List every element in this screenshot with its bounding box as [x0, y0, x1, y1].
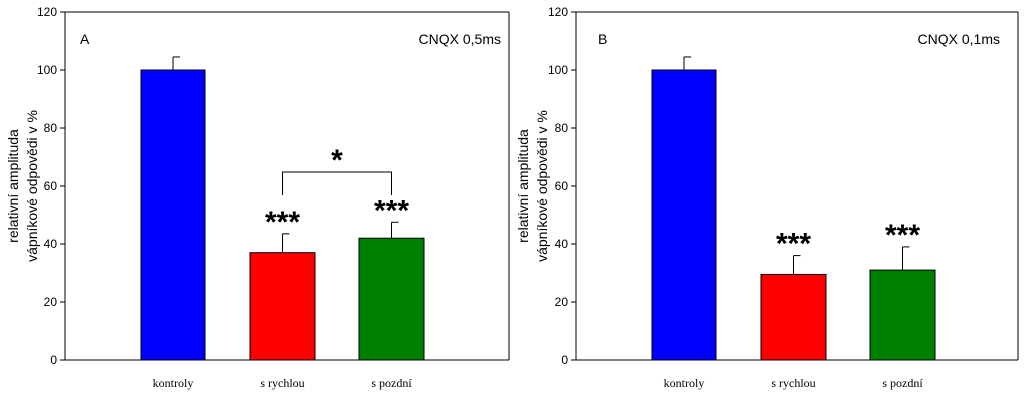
panel-letter: B — [598, 31, 607, 47]
y-axis-label: relativní amplituda — [5, 129, 21, 243]
panel-letter: A — [80, 31, 90, 47]
y-tick-label: 40 — [555, 237, 569, 251]
y-tick-label: 80 — [44, 121, 58, 135]
y-tick-label: 80 — [555, 121, 569, 135]
y-tick-label: 100 — [37, 63, 57, 77]
bar-kontroly — [651, 69, 717, 361]
y-axis-label: relativní amplituda — [515, 129, 531, 243]
y-tick-label: 60 — [44, 179, 58, 193]
category-label: kontroly — [153, 376, 194, 390]
bar-s-rychlou — [760, 273, 827, 361]
category-label: s pozdní — [371, 376, 412, 390]
condition-annotation: CNQX 0,5ms — [419, 31, 501, 47]
bar-s-pozdní — [358, 237, 425, 361]
y-tick-label: 20 — [44, 295, 58, 309]
significance-marker: *** — [374, 194, 409, 227]
y-tick-label: 0 — [561, 353, 568, 367]
category-label: s pozdní — [882, 376, 923, 390]
chart-panel-b: 0 20 40 60 80 100 120 relativní amplituda vápník… — [515, 5, 1019, 390]
y-tick-label: 20 — [555, 295, 569, 309]
comparison-bracket — [282, 171, 392, 195]
bar-s-pozdní — [869, 269, 936, 361]
category-label: s rychlou — [771, 376, 815, 390]
y-axis-label: vápníkové odpovědi v % — [24, 110, 40, 262]
bar-s-rychlou — [249, 252, 316, 361]
y-tick-label: 40 — [44, 237, 58, 251]
category-label: s rychlou — [260, 376, 304, 390]
bracket-significance-marker: * — [331, 144, 343, 177]
bar-kontroly — [140, 69, 206, 361]
significance-marker: *** — [776, 228, 811, 261]
y-tick-label: 120 — [548, 5, 568, 19]
significance-marker: *** — [885, 219, 920, 252]
y-tick-label: 100 — [548, 63, 568, 77]
y-axis-label: vápníkové odpovědi v % — [534, 110, 550, 262]
chart-panel-a: 0 20 40 60 80 100 120 relativní amplituda vápník… — [5, 5, 510, 390]
condition-annotation: CNQX 0,1ms — [918, 31, 1000, 47]
category-label: kontroly — [664, 376, 705, 390]
significance-marker: *** — [265, 206, 300, 239]
y-tick-label: 60 — [555, 179, 569, 193]
y-tick-label: 0 — [50, 353, 57, 367]
y-tick-label: 120 — [37, 5, 57, 19]
